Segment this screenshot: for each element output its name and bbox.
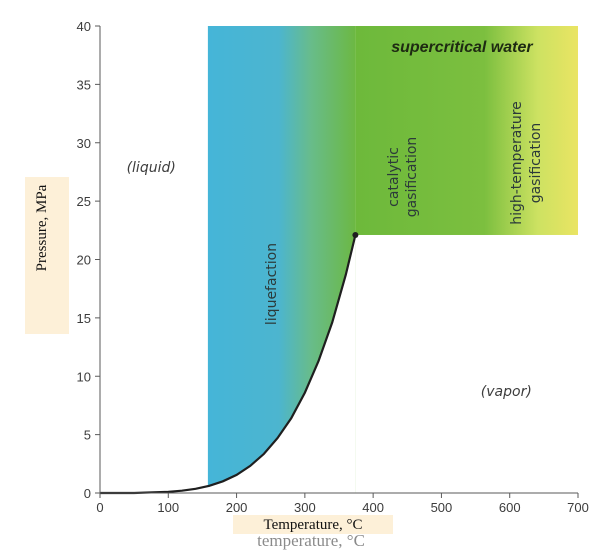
x-tick-label: 700 [567,500,589,515]
x-tick-label: 300 [294,500,316,515]
supercritical-water-label: supercritical water [391,39,533,56]
vapor-pressure-curve [100,234,357,495]
x-tick-label: 200 [226,500,248,515]
x-tick-label: 100 [157,500,179,515]
y-tick-label: 30 [77,136,91,151]
gasification-label-line: gasification [404,137,420,218]
gasification-region [355,26,578,235]
y-tick-label: 35 [77,77,91,92]
y-tick-label: 10 [77,369,91,384]
vapor-region-label: (vapor) [481,384,532,400]
y-tick-label: 0 [84,486,91,501]
vapor-region-mask [100,235,356,493]
y-tick-label: 25 [77,194,91,209]
x-tick-label: 400 [362,500,384,515]
x-axis-title: Temperature, °C [263,517,362,533]
x-tick-label: 500 [431,500,453,515]
gasification-label-line-2: gasification [528,123,544,204]
high-temperature-label-line: high-temperature [509,101,525,225]
critical-point-marker [352,231,359,238]
xlabel-highlight [233,515,393,534]
liquefaction-label: liquefaction [264,243,280,325]
ylabel-highlight [25,177,69,334]
liquid-region-label: (liquid) [127,160,176,176]
high-temperature-gasification-label: high-temperature gasification [509,101,544,225]
catalytic-label-line: catalytic [386,147,402,207]
y-axis-title: Pressure, MPa [34,184,50,271]
x-tick-label: 0 [96,500,103,515]
y-tick-label: 40 [77,19,91,34]
x-tick-group: 0 100 200 300 400 500 600 700 [96,493,589,515]
y-tick-group: 0 5 10 15 20 25 30 35 40 [77,19,100,501]
y-tick-label: 5 [84,428,91,443]
x-tick-label: 600 [499,500,521,515]
y-tick-label: 15 [77,311,91,326]
catalytic-gasification-label: catalytic gasification [386,137,420,218]
x-axis-title-underlay: temperature, °C [257,531,365,550]
y-tick-label: 20 [77,253,91,268]
